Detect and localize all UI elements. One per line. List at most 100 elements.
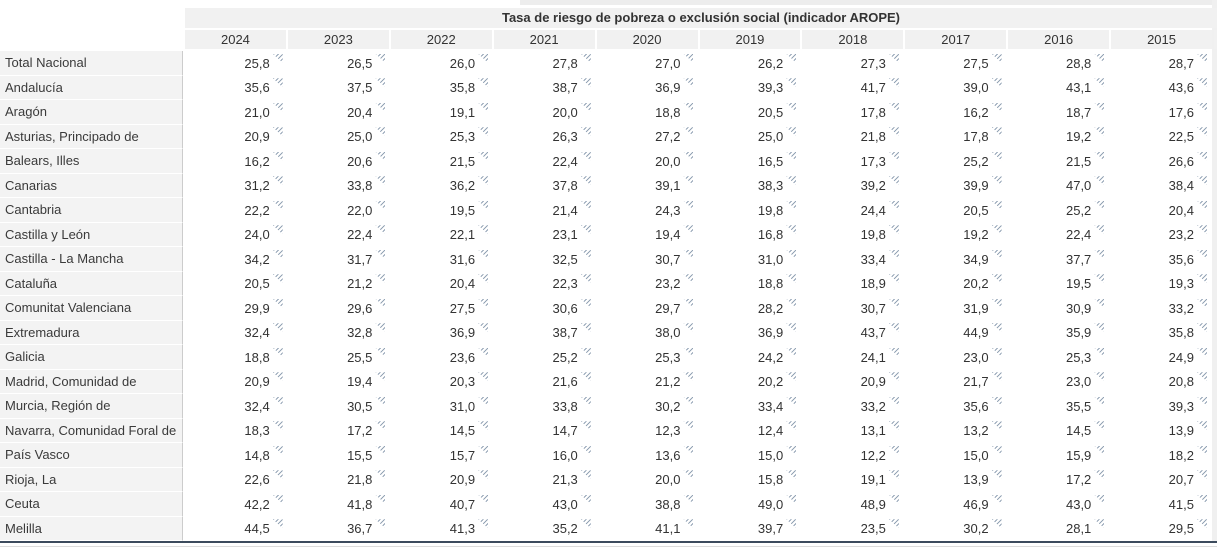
note-marker-icon[interactable] [786,176,797,186]
note-marker-icon[interactable] [786,323,797,333]
note-marker-icon[interactable] [1196,372,1207,382]
note-marker-icon[interactable] [1196,200,1207,210]
note-marker-icon[interactable] [1196,151,1207,161]
note-marker-icon[interactable] [580,421,591,431]
note-marker-icon[interactable] [272,421,283,431]
note-marker-icon[interactable] [888,274,899,284]
note-marker-icon[interactable] [1094,78,1105,88]
note-marker-icon[interactable] [580,200,591,210]
note-marker-icon[interactable] [478,225,489,235]
note-marker-icon[interactable] [683,445,694,455]
note-marker-icon[interactable] [683,274,694,284]
note-marker-icon[interactable] [375,127,386,137]
note-marker-icon[interactable] [478,176,489,186]
note-marker-icon[interactable] [375,298,386,308]
note-marker-icon[interactable] [478,127,489,137]
note-marker-icon[interactable] [478,200,489,210]
note-marker-icon[interactable] [683,494,694,504]
note-marker-icon[interactable] [478,421,489,431]
note-marker-icon[interactable] [888,372,899,382]
note-marker-icon[interactable] [272,78,283,88]
note-marker-icon[interactable] [991,298,1002,308]
note-marker-icon[interactable] [272,372,283,382]
note-marker-icon[interactable] [1196,470,1207,480]
note-marker-icon[interactable] [375,519,386,529]
note-marker-icon[interactable] [375,323,386,333]
note-marker-icon[interactable] [786,347,797,357]
note-marker-icon[interactable] [991,323,1002,333]
note-marker-icon[interactable] [1094,200,1105,210]
note-marker-icon[interactable] [375,249,386,259]
note-marker-icon[interactable] [1094,249,1105,259]
note-marker-icon[interactable] [786,470,797,480]
note-marker-icon[interactable] [478,298,489,308]
note-marker-icon[interactable] [478,53,489,63]
note-marker-icon[interactable] [1094,396,1105,406]
note-marker-icon[interactable] [1196,445,1207,455]
note-marker-icon[interactable] [375,274,386,284]
note-marker-icon[interactable] [888,347,899,357]
note-marker-icon[interactable] [375,372,386,382]
note-marker-icon[interactable] [1196,274,1207,284]
note-marker-icon[interactable] [272,298,283,308]
note-marker-icon[interactable] [683,200,694,210]
note-marker-icon[interactable] [683,151,694,161]
note-marker-icon[interactable] [683,176,694,186]
note-marker-icon[interactable] [1196,519,1207,529]
note-marker-icon[interactable] [272,176,283,186]
note-marker-icon[interactable] [1196,249,1207,259]
note-marker-icon[interactable] [375,494,386,504]
note-marker-icon[interactable] [1094,274,1105,284]
note-marker-icon[interactable] [786,519,797,529]
note-marker-icon[interactable] [888,53,899,63]
note-marker-icon[interactable] [991,151,1002,161]
note-marker-icon[interactable] [1094,176,1105,186]
note-marker-icon[interactable] [683,102,694,112]
note-marker-icon[interactable] [888,298,899,308]
note-marker-icon[interactable] [272,519,283,529]
note-marker-icon[interactable] [786,102,797,112]
note-marker-icon[interactable] [888,470,899,480]
note-marker-icon[interactable] [478,249,489,259]
note-marker-icon[interactable] [1196,298,1207,308]
note-marker-icon[interactable] [786,53,797,63]
note-marker-icon[interactable] [888,127,899,137]
note-marker-icon[interactable] [888,396,899,406]
note-marker-icon[interactable] [478,78,489,88]
note-marker-icon[interactable] [991,176,1002,186]
note-marker-icon[interactable] [375,102,386,112]
note-marker-icon[interactable] [375,421,386,431]
note-marker-icon[interactable] [272,445,283,455]
note-marker-icon[interactable] [786,249,797,259]
note-marker-icon[interactable] [888,323,899,333]
note-marker-icon[interactable] [375,470,386,480]
note-marker-icon[interactable] [683,53,694,63]
note-marker-icon[interactable] [991,347,1002,357]
note-marker-icon[interactable] [1094,53,1105,63]
note-marker-icon[interactable] [683,249,694,259]
note-marker-icon[interactable] [478,445,489,455]
note-marker-icon[interactable] [580,53,591,63]
note-marker-icon[interactable] [991,249,1002,259]
note-marker-icon[interactable] [375,200,386,210]
note-marker-icon[interactable] [478,470,489,480]
note-marker-icon[interactable] [888,445,899,455]
note-marker-icon[interactable] [375,78,386,88]
note-marker-icon[interactable] [1094,494,1105,504]
note-marker-icon[interactable] [1196,127,1207,137]
note-marker-icon[interactable] [580,127,591,137]
note-marker-icon[interactable] [683,421,694,431]
note-marker-icon[interactable] [991,396,1002,406]
note-marker-icon[interactable] [683,470,694,480]
note-marker-icon[interactable] [991,470,1002,480]
note-marker-icon[interactable] [786,200,797,210]
note-marker-icon[interactable] [1094,323,1105,333]
note-marker-icon[interactable] [888,225,899,235]
note-marker-icon[interactable] [478,519,489,529]
note-marker-icon[interactable] [1196,176,1207,186]
note-marker-icon[interactable] [786,494,797,504]
note-marker-icon[interactable] [991,53,1002,63]
note-marker-icon[interactable] [991,78,1002,88]
note-marker-icon[interactable] [478,274,489,284]
note-marker-icon[interactable] [1094,347,1105,357]
